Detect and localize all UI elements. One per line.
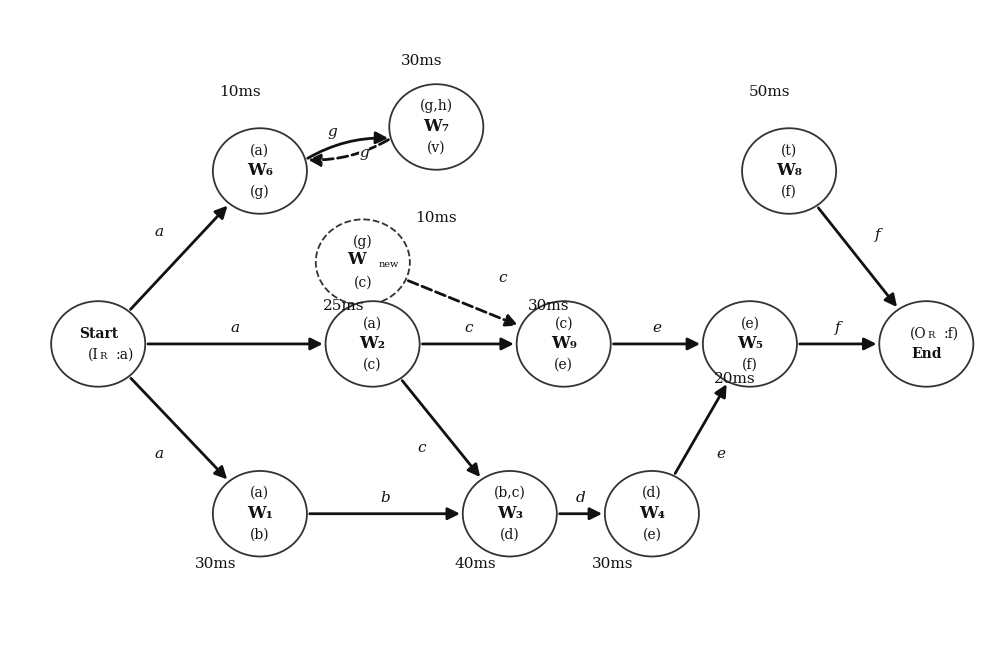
Text: W₅: W₅ xyxy=(737,335,763,353)
Text: W₈: W₈ xyxy=(776,163,802,179)
Text: W₄: W₄ xyxy=(639,505,665,522)
Text: (g): (g) xyxy=(250,185,270,199)
Ellipse shape xyxy=(213,128,307,214)
Text: (v): (v) xyxy=(427,140,446,155)
Ellipse shape xyxy=(703,301,797,387)
Ellipse shape xyxy=(326,301,420,387)
Text: e: e xyxy=(716,447,725,461)
Text: R: R xyxy=(99,352,107,361)
Text: (a): (a) xyxy=(363,316,382,330)
Text: new: new xyxy=(378,260,399,269)
Text: W₆: W₆ xyxy=(247,163,273,179)
Text: (b): (b) xyxy=(250,527,270,541)
Ellipse shape xyxy=(605,471,699,557)
Text: 20ms: 20ms xyxy=(714,371,756,385)
Text: (e): (e) xyxy=(642,527,661,541)
Text: a: a xyxy=(155,447,164,461)
Text: (g,h): (g,h) xyxy=(420,99,453,114)
Ellipse shape xyxy=(742,128,836,214)
Ellipse shape xyxy=(213,471,307,557)
Text: (f): (f) xyxy=(742,358,758,372)
Text: W₇: W₇ xyxy=(423,118,449,136)
Text: c: c xyxy=(417,441,426,455)
Text: (g): (g) xyxy=(353,234,373,249)
Text: c: c xyxy=(464,321,472,335)
Text: :a): :a) xyxy=(116,347,134,361)
Text: (e): (e) xyxy=(554,358,573,372)
Text: (c): (c) xyxy=(363,358,382,372)
Text: W: W xyxy=(348,251,366,268)
Text: (a): (a) xyxy=(250,486,269,500)
Ellipse shape xyxy=(517,301,611,387)
Text: (f): (f) xyxy=(781,185,797,199)
Text: (c): (c) xyxy=(554,316,573,330)
Ellipse shape xyxy=(463,471,557,557)
Text: 30ms: 30ms xyxy=(195,557,237,571)
Text: (c): (c) xyxy=(353,276,372,290)
Text: a: a xyxy=(231,321,240,335)
Text: :f): :f) xyxy=(944,326,959,341)
Text: (a): (a) xyxy=(250,143,269,157)
Text: End: End xyxy=(911,347,942,361)
Ellipse shape xyxy=(389,84,483,170)
Text: 50ms: 50ms xyxy=(749,86,790,100)
Text: 30ms: 30ms xyxy=(592,557,633,571)
Text: f: f xyxy=(835,321,841,335)
Text: (t): (t) xyxy=(781,143,797,157)
Text: W₂: W₂ xyxy=(360,335,386,353)
Text: (d): (d) xyxy=(500,527,520,541)
Text: (O: (O xyxy=(910,326,926,341)
Text: 30ms: 30ms xyxy=(401,54,442,68)
Text: 25ms: 25ms xyxy=(322,299,364,313)
Text: b: b xyxy=(380,491,390,505)
Text: (e): (e) xyxy=(740,316,759,330)
Ellipse shape xyxy=(316,219,410,305)
Text: 30ms: 30ms xyxy=(528,299,570,313)
Text: R: R xyxy=(927,331,935,340)
Text: W₁: W₁ xyxy=(247,505,273,522)
Ellipse shape xyxy=(51,301,145,387)
Text: a: a xyxy=(155,225,164,240)
Text: W₃: W₃ xyxy=(497,505,523,522)
Text: (d): (d) xyxy=(642,486,662,500)
Text: W₉: W₉ xyxy=(551,335,577,353)
Text: 10ms: 10ms xyxy=(415,211,457,225)
Text: g: g xyxy=(359,147,369,161)
Text: g: g xyxy=(327,125,337,139)
Text: d: d xyxy=(576,491,586,505)
Text: 10ms: 10ms xyxy=(219,86,261,100)
Text: (I: (I xyxy=(87,347,98,361)
Text: Start: Start xyxy=(79,326,118,341)
Text: 40ms: 40ms xyxy=(455,557,496,571)
Text: f: f xyxy=(874,228,880,242)
Text: c: c xyxy=(498,271,507,285)
Ellipse shape xyxy=(879,301,973,387)
Text: e: e xyxy=(652,321,661,335)
Text: (b,c): (b,c) xyxy=(494,486,526,500)
